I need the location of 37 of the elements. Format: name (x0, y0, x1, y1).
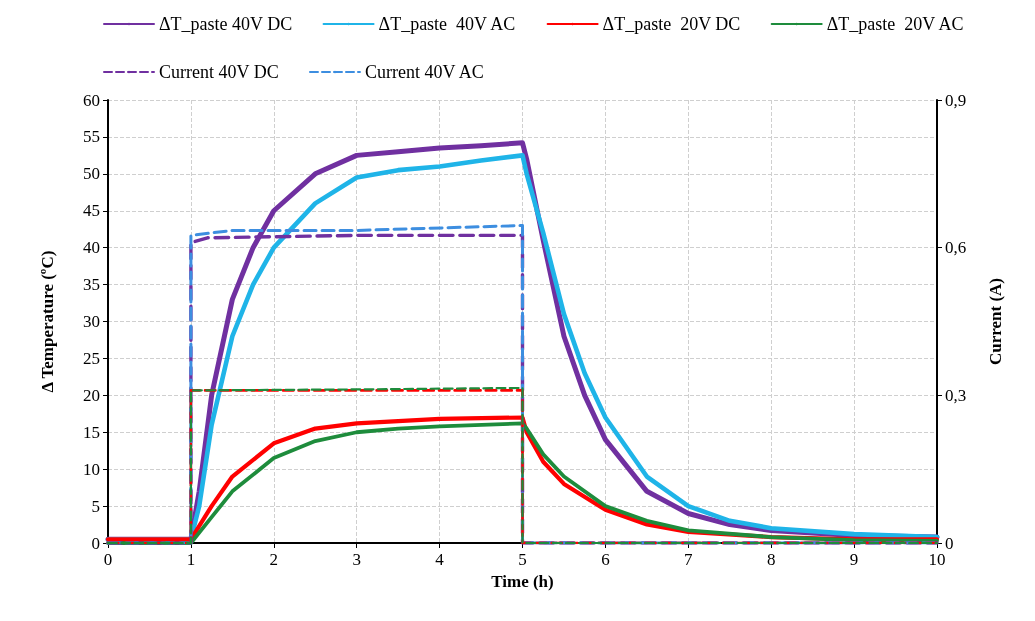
y-tick-label: 0 (91, 533, 100, 553)
x-tick-label: 10 (928, 550, 946, 569)
y-tick-label: 60 (83, 90, 100, 110)
legend-label: Current 40V DC (159, 62, 279, 82)
y-tick-label: 45 (83, 201, 100, 221)
x-tick-label: 9 (849, 550, 859, 569)
x-tick-label: 3 (352, 550, 361, 569)
y-tick-label: 35 (83, 275, 100, 295)
y-axis-title: Δ Temperature (ºC) (38, 250, 57, 393)
x-axis-title: Time (h) (491, 571, 554, 591)
y-tick-label: 50 (83, 164, 100, 184)
y-tick-label: 15 (83, 422, 100, 442)
y2-tick-label: 0 (945, 533, 954, 553)
legend-label: ΔT_paste 40V AC (378, 14, 516, 34)
legend-label: ΔT_paste 20V DC (602, 14, 741, 34)
x-tick-label: 6 (601, 550, 610, 569)
x-tick-label: 1 (186, 550, 196, 569)
legend-label: ΔT_paste 20V AC (826, 14, 964, 34)
x-tick-label: 5 (518, 550, 527, 569)
y2-tick-label: 0,3 (945, 385, 967, 405)
y2-axis-title: Current (A) (986, 277, 1005, 366)
y-tick-label: 25 (83, 348, 100, 368)
y-tick-label: 40 (83, 238, 100, 258)
x-tick-label: 4 (435, 550, 445, 569)
legend-label: ΔT_paste 40V DC (159, 14, 293, 34)
x-tick-label: 2 (269, 550, 279, 569)
y-tick-label: 20 (83, 385, 100, 405)
x-tick-label: 7 (684, 550, 694, 569)
legend-label: Current 40V AC (364, 62, 484, 82)
y-tick-label: 10 (83, 459, 100, 479)
x-tick-label: 0 (103, 550, 113, 569)
y-tick-label: 30 (83, 312, 100, 331)
y2-tick-label: 0,9 (945, 90, 967, 110)
x-tick-label: 8 (766, 550, 776, 569)
y-tick-label: 55 (83, 127, 100, 147)
y-tick-label: 5 (91, 496, 100, 516)
y2-tick-label: 0,6 (945, 238, 967, 258)
